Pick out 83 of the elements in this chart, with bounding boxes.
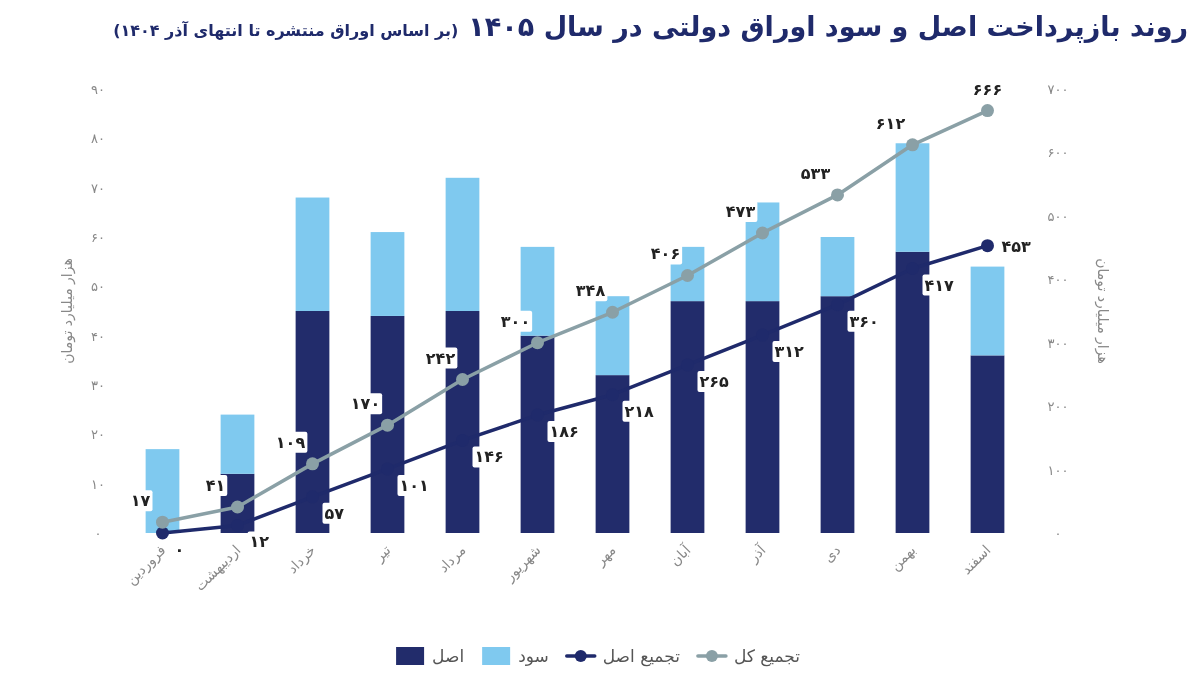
y-tick-label: ۹۰ bbox=[91, 82, 105, 97]
data-label: ۳۰۰ bbox=[500, 311, 531, 331]
bar bbox=[295, 197, 330, 311]
data-label: ۶۶۶ bbox=[972, 79, 1003, 99]
chart-subtitle: (بر اساس اوراق منتشره تا انتهای آذر ۱۴۰۴) bbox=[113, 20, 459, 40]
data-label: ۴۵۳ bbox=[1001, 236, 1032, 256]
x-tick-label: فروردین bbox=[122, 541, 170, 589]
data-label: ۱۷ bbox=[130, 491, 151, 511]
bar bbox=[370, 232, 405, 316]
y-tick-label: ۶۰ bbox=[91, 230, 105, 245]
data-label: ۰ bbox=[174, 540, 185, 559]
y2-axis-title: هزار میلیارد تومان bbox=[1094, 258, 1111, 364]
y-tick-label: ۴۰ bbox=[91, 328, 105, 344]
x-tick-label: دی bbox=[820, 541, 844, 566]
y2-tick-label: ۷۰۰ bbox=[1047, 82, 1069, 97]
y-tick-label: ۰ bbox=[94, 526, 102, 541]
y-tick-label: ۲۰ bbox=[91, 427, 105, 443]
y2-tick-label: ۱۰۰ bbox=[1047, 462, 1069, 478]
point bbox=[231, 500, 244, 514]
y2-tick-label: ۶۰۰ bbox=[1047, 145, 1069, 161]
y-tick-label: ۳۰ bbox=[91, 378, 105, 393]
data-label: ۴۷۳ bbox=[725, 201, 756, 221]
data-label: ۲۶۵ bbox=[699, 371, 730, 391]
point bbox=[606, 305, 619, 319]
y-tick-label: ۷۰ bbox=[91, 180, 105, 196]
bar bbox=[820, 237, 855, 297]
data-label: ۱۰۱ bbox=[399, 475, 429, 495]
legend-label: تجمیع کل bbox=[733, 646, 801, 667]
data-label: ۴۰۶ bbox=[650, 244, 681, 264]
legend-label: تجمیع اصل bbox=[602, 646, 681, 667]
x-tick-label: اردیبهشت bbox=[191, 541, 245, 595]
y2-tick-label: ۳۰۰ bbox=[1047, 335, 1069, 351]
bar bbox=[970, 355, 1005, 533]
point bbox=[456, 373, 469, 386]
point bbox=[306, 457, 319, 471]
bar bbox=[220, 414, 255, 474]
data-label: ۴۱ bbox=[205, 475, 226, 495]
x-tick-label: شهریور bbox=[500, 541, 545, 586]
point bbox=[381, 418, 394, 432]
data-label: ۴۱۷ bbox=[924, 275, 955, 295]
point bbox=[756, 226, 769, 240]
data-label: ۵۳۳ bbox=[800, 163, 831, 183]
point bbox=[981, 239, 994, 253]
bar bbox=[445, 177, 480, 311]
x-tick-label: آبان bbox=[666, 541, 695, 569]
y2-tick-label: ۰ bbox=[1054, 526, 1062, 541]
bar bbox=[970, 266, 1005, 356]
point bbox=[156, 515, 169, 529]
data-label: ۱۸۶ bbox=[549, 422, 579, 442]
point bbox=[906, 138, 919, 152]
y-tick-label: ۵۰ bbox=[91, 279, 105, 295]
x-tick-label: بهمن bbox=[886, 541, 920, 575]
y2-tick-label: ۴۰۰ bbox=[1047, 272, 1069, 288]
x-tick-label: مرداد bbox=[434, 541, 470, 577]
y2-tick-label: ۲۰۰ bbox=[1047, 399, 1069, 415]
data-label: ۵۷ bbox=[324, 503, 345, 523]
y-tick-label: ۸۰ bbox=[91, 131, 105, 147]
y-axis-title: هزار میلیارد تومان bbox=[59, 258, 76, 364]
data-label: ۱۰۹ bbox=[275, 432, 306, 452]
point bbox=[831, 188, 844, 202]
chart-title: روند بازپرداخت اصل و سود اوراق دولتی در سال ۱۴۰۵ bbox=[468, 11, 1188, 43]
x-tick-label: خرداد bbox=[284, 541, 320, 577]
y2-tick-label: ۵۰۰ bbox=[1047, 208, 1069, 224]
data-label: ۱۷۰ bbox=[350, 394, 381, 414]
legend-label: اصل bbox=[432, 646, 465, 666]
data-label: ۲۴۲ bbox=[425, 348, 456, 368]
point bbox=[156, 526, 169, 540]
data-label: ۳۱۲ bbox=[774, 342, 805, 362]
data-label: ۳۴۸ bbox=[575, 281, 606, 301]
data-label: ۲۱۸ bbox=[624, 401, 655, 421]
x-tick-label: تیر bbox=[370, 541, 395, 566]
x-tick-label: اسفند bbox=[958, 541, 994, 578]
point bbox=[981, 104, 994, 118]
data-label: ۳۶۰ bbox=[849, 311, 879, 331]
y-tick-label: ۱۰ bbox=[91, 476, 105, 492]
data-label: ۱۴۶ bbox=[474, 447, 504, 467]
point bbox=[531, 336, 544, 350]
bar bbox=[895, 143, 930, 252]
data-label: ۶۱۲ bbox=[875, 113, 906, 133]
x-tick-label: مهر bbox=[591, 541, 620, 570]
legend-label: سود bbox=[518, 646, 549, 666]
data-label: ۱۲ bbox=[249, 532, 270, 552]
x-tick-label: آذر bbox=[744, 541, 771, 567]
